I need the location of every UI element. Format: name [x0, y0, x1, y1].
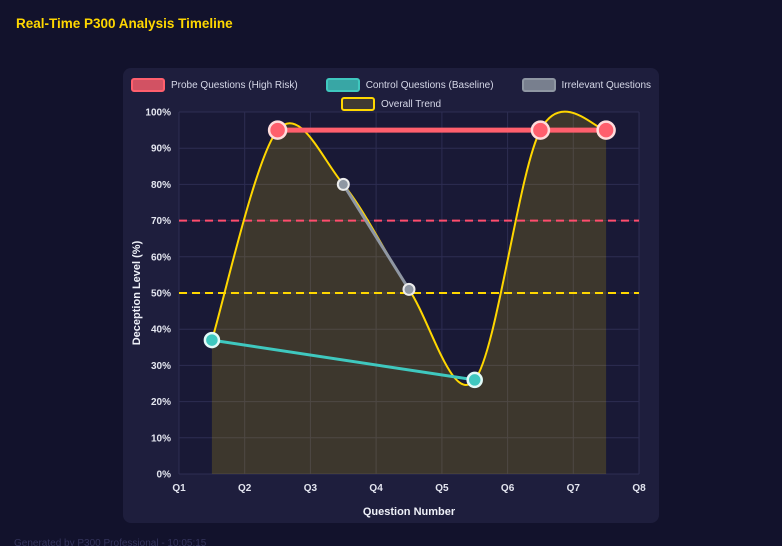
- legend-item-irrelevant[interactable]: Irrelevant Questions: [521, 78, 652, 92]
- chart-legend-row-1: Probe Questions (High Risk) Control Ques…: [123, 78, 659, 92]
- svg-text:40%: 40%: [151, 325, 171, 336]
- legend-swatch-control: [325, 78, 360, 92]
- legend-item-probe[interactable]: Probe Questions (High Risk): [130, 78, 298, 92]
- chart-legend-row-2: Overall Trend: [123, 97, 659, 111]
- svg-text:Q4: Q4: [369, 483, 383, 494]
- legend-label-irrelevant: Irrelevant Questions: [561, 79, 652, 91]
- svg-text:Q7: Q7: [567, 483, 581, 494]
- legend-swatch-probe: [130, 78, 165, 92]
- svg-text:100%: 100%: [145, 108, 171, 119]
- svg-text:20%: 20%: [151, 397, 171, 408]
- svg-text:70%: 70%: [151, 216, 171, 227]
- legend-swatch-irrelevant: [521, 78, 556, 92]
- svg-text:0%: 0%: [157, 470, 172, 481]
- page-title: Real-Time P300 Analysis Timeline: [16, 16, 233, 31]
- y-axis-title: Deception Level (%): [131, 240, 143, 346]
- legend-item-trend[interactable]: Overall Trend: [340, 97, 442, 111]
- svg-text:60%: 60%: [151, 252, 171, 263]
- svg-text:Q8: Q8: [632, 483, 646, 494]
- svg-text:10%: 10%: [151, 433, 171, 444]
- svg-text:Q1: Q1: [172, 483, 186, 494]
- svg-text:50%: 50%: [151, 289, 171, 300]
- legend-label-control: Control Questions (Baseline): [365, 79, 494, 91]
- footer-note: Generated by P300 Professional - 10:05:1…: [14, 538, 207, 546]
- svg-text:Q3: Q3: [304, 483, 318, 494]
- timeline-chart[interactable]: 0% 10% 20% 30% 40% 50% 60% 70% 80% 90% 100% Q1 Q2 Q3 Q…: [123, 104, 659, 502]
- svg-text:90%: 90%: [151, 144, 171, 155]
- svg-text:30%: 30%: [151, 361, 171, 372]
- svg-text:80%: 80%: [151, 180, 171, 191]
- svg-text:Q5: Q5: [435, 483, 449, 494]
- x-axis-title: Question Number: [362, 506, 456, 518]
- legend-label-probe: Probe Questions (High Risk): [170, 79, 298, 91]
- chart-panel: Probe Questions (High Risk) Control Ques…: [123, 68, 659, 523]
- svg-text:Q2: Q2: [238, 483, 252, 494]
- legend-label-trend: Overall Trend: [380, 98, 442, 110]
- svg-text:Q6: Q6: [501, 483, 515, 494]
- legend-swatch-trend: [340, 97, 375, 111]
- legend-item-control[interactable]: Control Questions (Baseline): [325, 78, 494, 92]
